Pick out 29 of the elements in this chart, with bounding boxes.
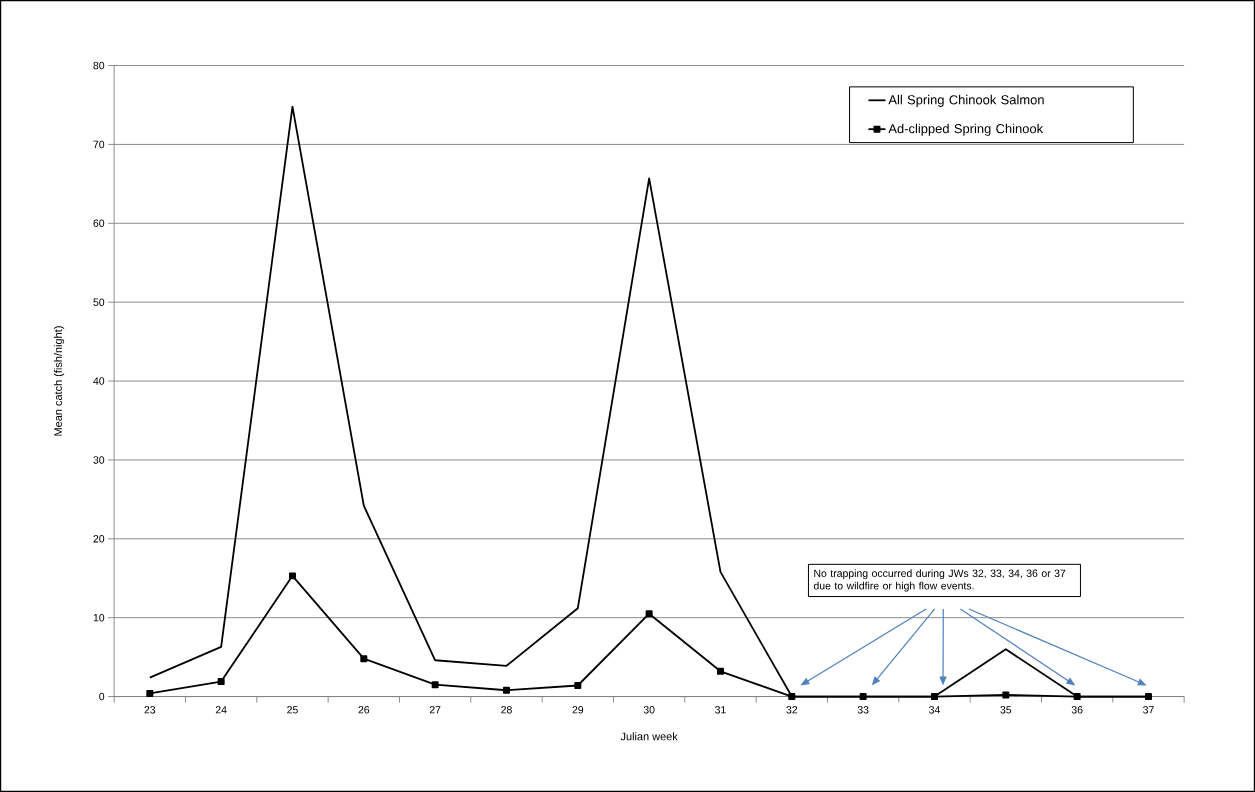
- y-tick-label: 40: [93, 377, 105, 385]
- x-tick-label: 35: [1000, 706, 1012, 714]
- x-tick-label: 24: [215, 706, 227, 714]
- annotation: No trapping occurred during JWs 32, 33, 34, 36 or 37 due to wildfire or high flow events.: [813, 569, 1066, 592]
- y-tick-label: 50: [93, 298, 105, 306]
- x-tick-label: 29: [572, 706, 584, 714]
- y-tick-label: 0: [99, 692, 105, 701]
- legend-label: Ad-clipped Spring Chinook: [888, 123, 1044, 136]
- x-tick-label: 25: [287, 706, 298, 714]
- x-tick-label: 33: [857, 706, 869, 714]
- y-tick-label: 80: [93, 61, 105, 70]
- x-tick-label: 37: [1143, 706, 1154, 714]
- x-tick-label: 23: [144, 706, 156, 714]
- x-tick-label: 26: [358, 706, 370, 714]
- y-tick-label: 30: [93, 456, 105, 464]
- x-tick-label: 32: [786, 706, 798, 714]
- y-axis-title: Mean catch (fish/night): [53, 326, 65, 436]
- x-axis-title: Julian week: [620, 732, 678, 741]
- y-tick-label: 10: [93, 613, 105, 622]
- y-tick-label: 60: [93, 219, 105, 228]
- x-tick-label: 36: [1071, 706, 1083, 714]
- y-tick-label: 70: [93, 140, 105, 149]
- x-tick-label: 31: [715, 706, 726, 714]
- x-tick-label: 28: [501, 706, 512, 714]
- y-tick-label: 20: [93, 535, 105, 543]
- legend-label: All Spring Chinook Salmon: [888, 94, 1044, 107]
- x-tick-label: 27: [429, 706, 441, 714]
- x-tick-label: 34: [929, 706, 940, 714]
- x-tick-label: 30: [643, 706, 655, 714]
